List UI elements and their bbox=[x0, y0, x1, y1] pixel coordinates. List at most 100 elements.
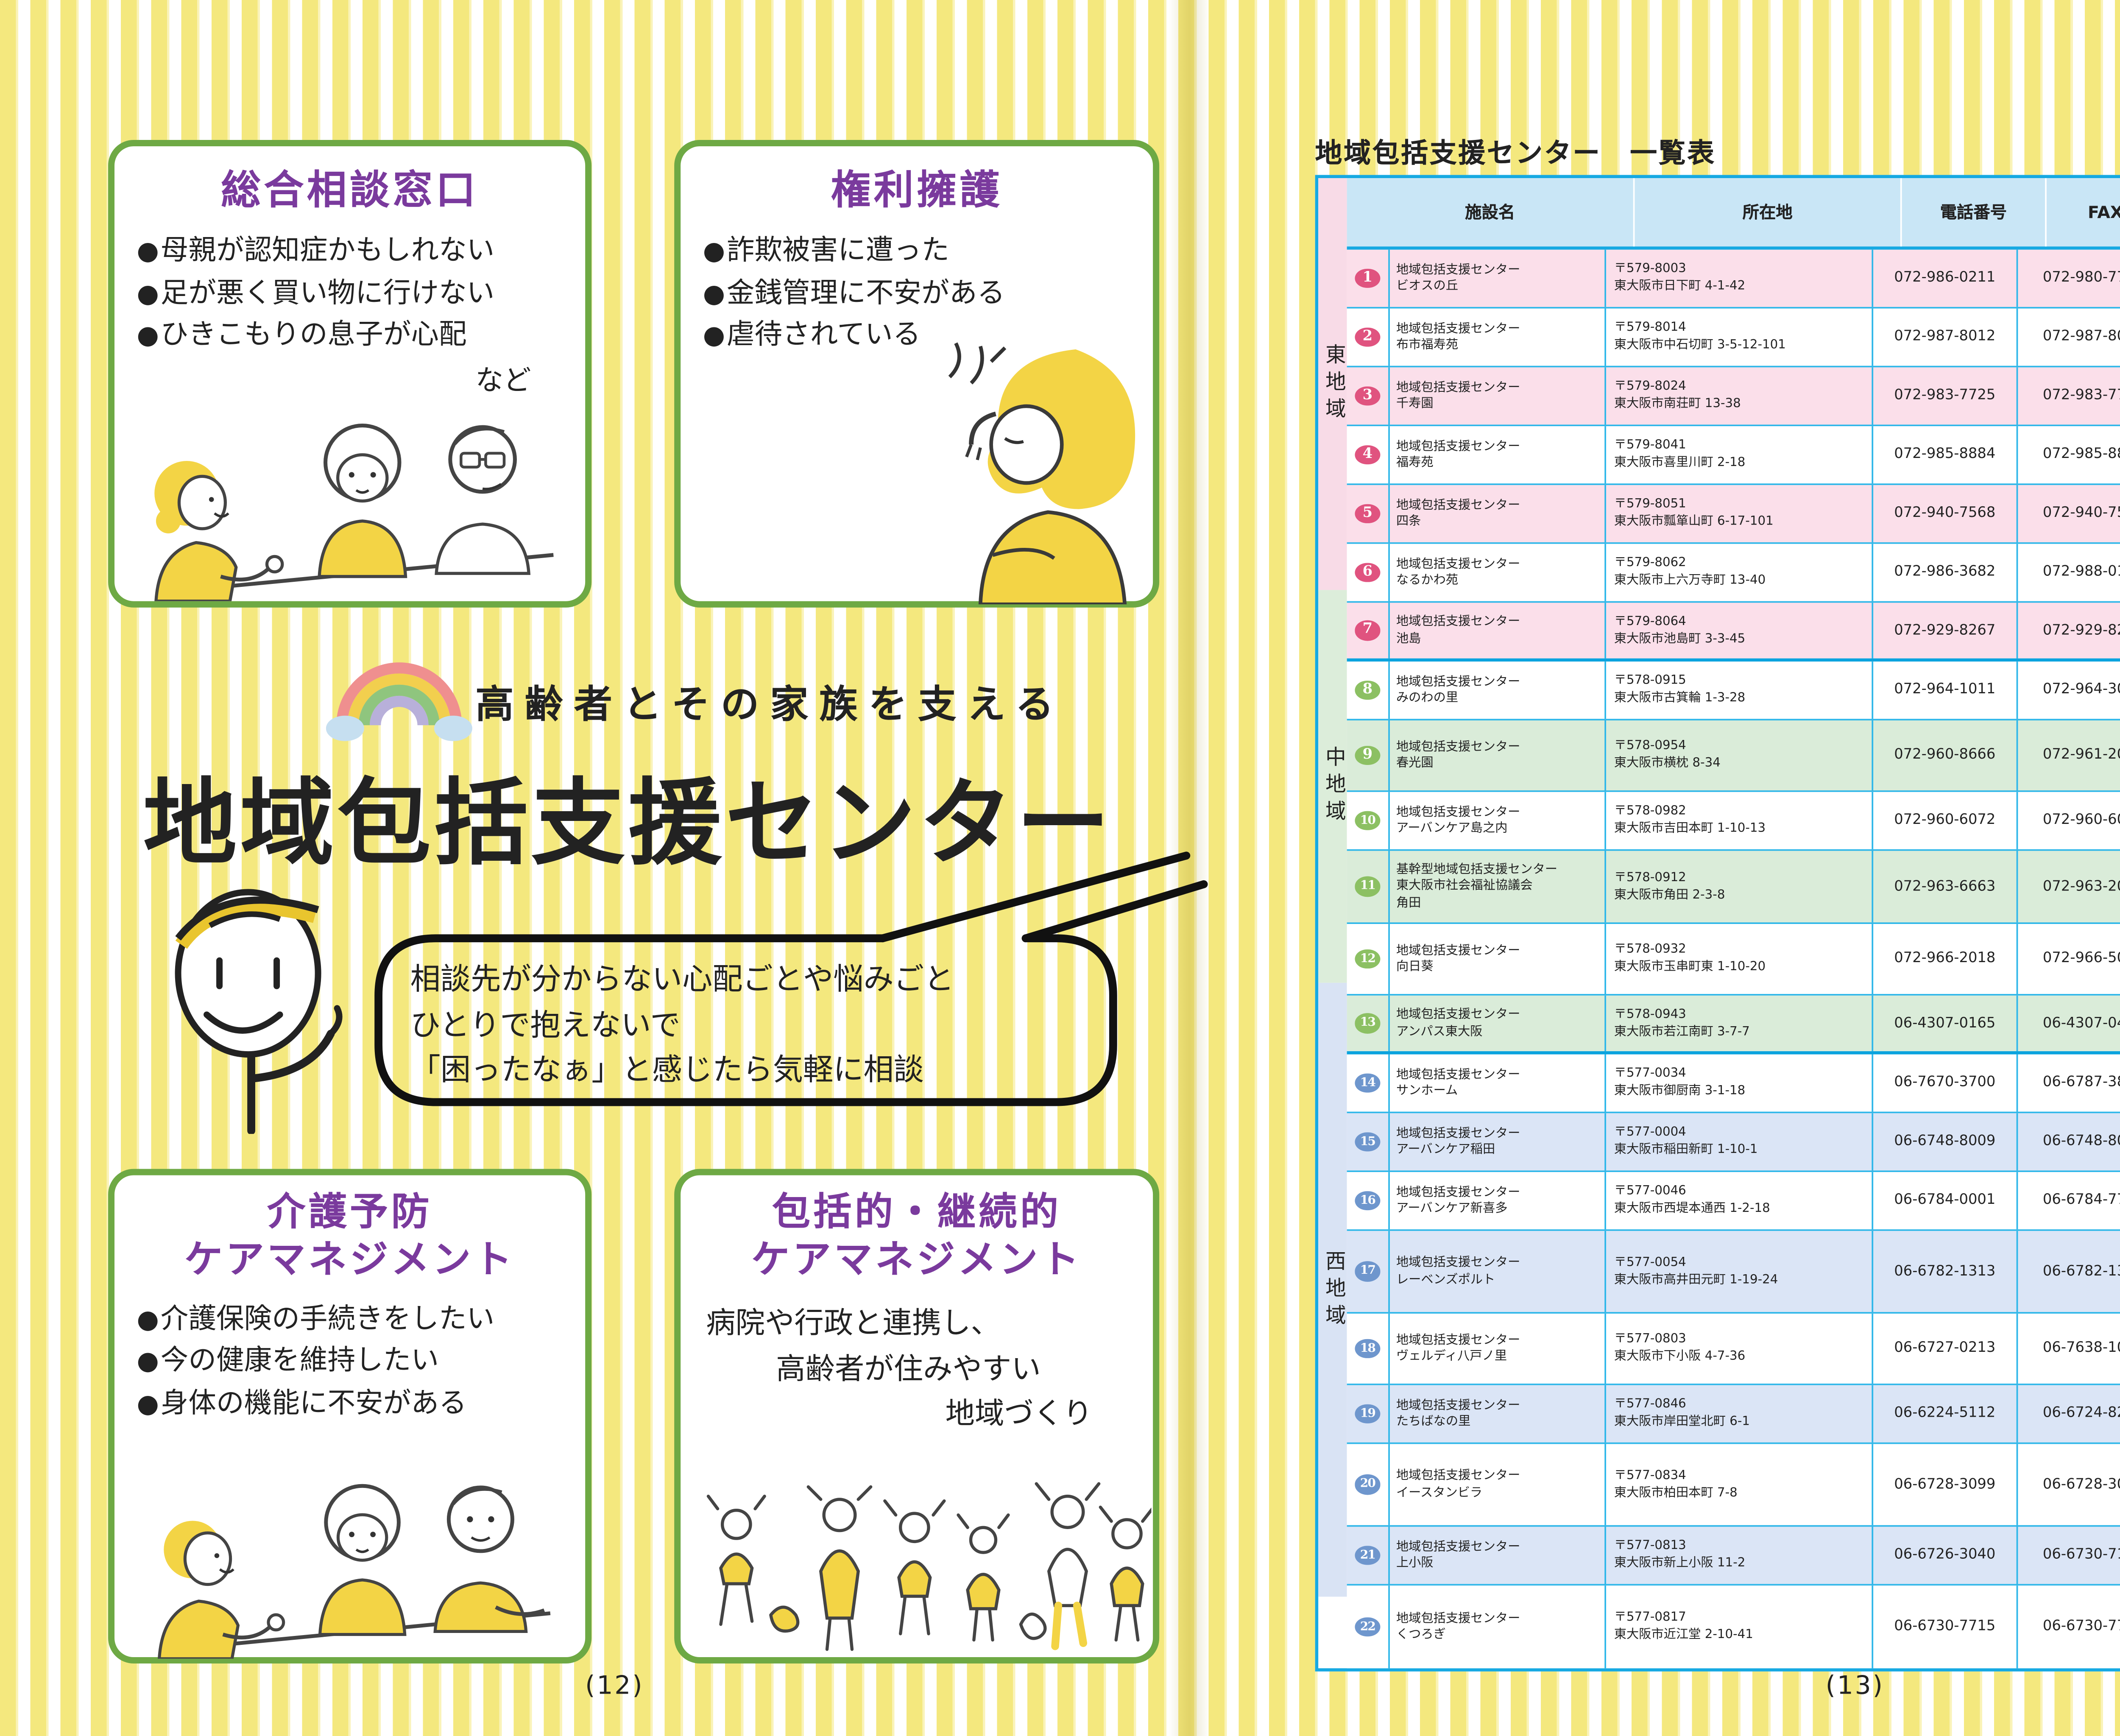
row-number-badge: 22 bbox=[1355, 1617, 1381, 1637]
text-line: 「困ったなぁ」と感じたら気軽に相談 bbox=[410, 1052, 924, 1088]
row-number-badge: 9 bbox=[1355, 745, 1381, 765]
list-item: ● 金銭管理に不安がある bbox=[703, 273, 1134, 314]
table-row-5: 5 地域包括支援センター 四条 〒579-8051 東大阪市瓢箪山町 6-17-101 0… bbox=[1347, 485, 2120, 544]
facility-fax: 072-966-5015 bbox=[2016, 924, 2120, 994]
facility-tel: 072-986-0211 bbox=[1872, 249, 2016, 307]
table-row-9: 9 地域包括支援センター 春光園 〒578-0954 東大阪市横枕 8-34 072-96… bbox=[1347, 720, 2120, 792]
facility-name: 地域包括支援センター 千寿園 bbox=[1388, 367, 1604, 425]
facility-address: 〒579-8051 東大阪市瓢箪山町 6-17-101 bbox=[1604, 485, 1872, 542]
box-general-consultation: 総合相談窓口 ● 母親が認知症かもしれない ● 足が悪く買い物に行けない ● ひきこもりの… bbox=[108, 140, 592, 608]
row-number-badge: 15 bbox=[1355, 1132, 1381, 1152]
region-group-column: 東地域 中地域 西地域 bbox=[1318, 178, 1347, 1668]
facility-address: 〒579-8062 東大阪市上六万寺町 13-40 bbox=[1604, 544, 1872, 601]
main-title: 地域包括支援センター bbox=[143, 768, 1113, 878]
facility-tel: 072-966-2018 bbox=[1872, 924, 2016, 994]
facility-address: 〒578-0943 東大阪市若江南町 3-7-7 bbox=[1604, 995, 1872, 1052]
facility-fax: 072-961-2050 bbox=[2016, 720, 2120, 790]
table-row-4: 4 地域包括支援センター 福寿苑 〒579-8041 東大阪市喜里川町 2-18 072-… bbox=[1347, 426, 2120, 485]
worried-person-illustration bbox=[948, 342, 1135, 605]
list-item-text: 詐欺被害に遭った bbox=[726, 236, 949, 268]
facility-tel: 072-964-1011 bbox=[1872, 661, 2016, 719]
region-group-label: 中地域 bbox=[1318, 590, 1347, 983]
text-line: ケアマネジメント bbox=[184, 1237, 516, 1282]
row-number-badge: 5 bbox=[1355, 503, 1381, 524]
bullet-icon: ● bbox=[703, 277, 725, 308]
facility-fax: 072-983-7701 bbox=[2016, 367, 2120, 425]
consultation-illustration bbox=[154, 423, 554, 601]
row-number-badge: 20 bbox=[1355, 1474, 1381, 1495]
facility-fax: 06-4307-0444 bbox=[2016, 995, 2120, 1052]
facility-address: 〒578-0915 東大阪市古箕輪 1-3-28 bbox=[1604, 661, 1872, 719]
facility-address: 〒578-0932 東大阪市玉串町東 1-10-20 bbox=[1604, 924, 1872, 994]
table-row-16: 16 地域包括支援センター アーバンケア新喜多 〒577-0046 東大阪市西堤本通西 … bbox=[1347, 1172, 2120, 1231]
facility-name: 地域包括支援センター 福寿苑 bbox=[1388, 426, 1604, 484]
facility-name: 地域包括支援センター なるかわ苑 bbox=[1388, 544, 1604, 601]
list-item-text: ひきこもりの息子が心配 bbox=[160, 319, 467, 351]
bullet-list: ● 母親が認知症かもしれない ● 足が悪く買い物に行けない ● ひきこもりの息子が心配 bbox=[137, 231, 566, 356]
text-line: 高齢者が住みやすい bbox=[776, 1353, 1041, 1387]
facility-address: 〒579-8003 東大阪市日下町 4-1-42 bbox=[1604, 249, 1872, 307]
list-item: ● 詐欺被害に遭った bbox=[703, 231, 1134, 273]
table-row-7: 7 地域包括支援センター 池島 〒579-8064 東大阪市池島町 3-3-45 072-… bbox=[1347, 603, 2120, 662]
facility-name: 地域包括支援センター 四条 bbox=[1388, 485, 1604, 542]
table-row-15: 15 地域包括支援センター アーバンケア稲田 〒577-0004 東大阪市稲田新町 1-… bbox=[1347, 1113, 2120, 1172]
facility-fax: 072-964-3060 bbox=[2016, 661, 2120, 719]
bullet-list: ● 介護保険の手続きをしたい ● 今の健康を維持したい ● 身体の機能に不安がある bbox=[137, 1299, 566, 1424]
list-item-text: 足が悪く買い物に行けない bbox=[160, 277, 495, 310]
facility-tel: 072-960-6072 bbox=[1872, 792, 2016, 849]
page-number-left: (12) bbox=[585, 1670, 644, 1700]
table-row-1: 1 地域包括支援センター ビオスの丘 〒579-8003 東大阪市日下町 4-1-42 0… bbox=[1347, 249, 2120, 309]
facility-fax: 072-940-7578 bbox=[2016, 485, 2120, 542]
header-tel: 電話番号 bbox=[1900, 178, 2045, 247]
bullet-icon: ● bbox=[137, 319, 159, 350]
facility-address: 〒579-8064 東大阪市池島町 3-3-45 bbox=[1604, 603, 1872, 659]
table-row-21: 21 地域包括支援センター 上小阪 〒577-0813 東大阪市新上小阪 11-2 06-… bbox=[1347, 1527, 2120, 1586]
facility-name: 地域包括支援センター 池島 bbox=[1388, 603, 1604, 659]
row-number-badge: 21 bbox=[1355, 1545, 1381, 1566]
list-item-text: 母親が認知症かもしれない bbox=[160, 236, 495, 268]
guide-character-illustration bbox=[175, 889, 343, 1134]
facility-address: 〒577-0034 東大阪市御厨南 3-1-18 bbox=[1604, 1054, 1872, 1112]
row-number-badge: 1 bbox=[1355, 268, 1381, 288]
table-row-12: 12 地域包括支援センター 向日葵 〒578-0932 東大阪市玉串町東 1-10-20… bbox=[1347, 924, 2120, 996]
bullet-icon: ● bbox=[137, 277, 159, 308]
facility-fax: 072-988-0134 bbox=[2016, 544, 2120, 601]
facility-fax: 072-987-8014 bbox=[2016, 308, 2120, 366]
bullet-icon: ● bbox=[703, 236, 725, 266]
row-number-badge: 3 bbox=[1355, 386, 1381, 406]
bullet-icon: ● bbox=[137, 1345, 159, 1376]
row-number-badge: 19 bbox=[1355, 1404, 1381, 1424]
bullet-icon: ● bbox=[137, 1387, 159, 1418]
facility-fax: 06-7638-1024 bbox=[2016, 1313, 2120, 1384]
region-group-label-text: 西地域 bbox=[1320, 1249, 1345, 1331]
table-row-2: 2 地域包括支援センター 布市福寿苑 〒579-8014 東大阪市中石切町 3-5-12… bbox=[1347, 308, 2120, 368]
table-row-19: 19 地域包括支援センター たちばなの里 〒577-0846 東大阪市岸田堂北町 6-1… bbox=[1347, 1385, 2120, 1444]
table-row-6: 6 地域包括支援センター なるかわ苑 〒579-8062 東大阪市上六万寺町 13-40… bbox=[1347, 544, 2120, 603]
facility-address: 〒577-0813 東大阪市新上小阪 11-2 bbox=[1604, 1527, 1872, 1584]
jumping-people-illustration bbox=[706, 1482, 1152, 1651]
facility-fax: 06-6728-3092 bbox=[2016, 1444, 2120, 1525]
list-item-text: 身体の機能に不安がある bbox=[160, 1387, 467, 1420]
header-facility: 施設名 bbox=[1465, 204, 1515, 223]
box-comprehensive-care: 包括的・継続的 ケアマネジメント 病院や行政と連携し、 高齢者が住みやすい 地域づくり bbox=[674, 1169, 1160, 1664]
list-item-text: 虐待されている bbox=[726, 319, 921, 351]
box-prevention-care: 介護予防 ケアマネジメント ● 介護保険の手続きをしたい ● 今の健康を維持したい ● 身体… bbox=[108, 1169, 592, 1664]
list-item: ● 虐待されている bbox=[703, 315, 1134, 356]
text-line: 病院や行政と連携し、 bbox=[706, 1307, 1001, 1341]
bullet-icon: ● bbox=[137, 1304, 159, 1334]
table-row-17: 17 地域包括支援センター レーベンズポルト 〒577-0054 東大阪市高井田元町 1… bbox=[1347, 1231, 2120, 1314]
facility-name: 地域包括支援センター くつろぎ bbox=[1388, 1585, 1604, 1669]
facility-address: 〒577-0046 東大阪市西堤本通西 1-2-18 bbox=[1604, 1172, 1872, 1230]
facility-name: 地域包括支援センター サンホーム bbox=[1388, 1054, 1604, 1112]
facility-fax: 072-980-7759 bbox=[2016, 249, 2120, 307]
box-text: 病院や行政と連携し、 高齢者が住みやすい 地域づくり bbox=[706, 1303, 1130, 1440]
facility-tel: 06-6224-5112 bbox=[1872, 1385, 2016, 1443]
header-address: 所在地 bbox=[1633, 178, 1900, 247]
row-number-badge: 16 bbox=[1355, 1191, 1381, 1211]
facility-fax: 072-985-8885 bbox=[2016, 426, 2120, 484]
page-number-right: (13) bbox=[1825, 1670, 1884, 1700]
facility-name: 地域包括支援センター 向日葵 bbox=[1388, 924, 1604, 994]
facility-fax: 06-6724-8232 bbox=[2016, 1385, 2120, 1443]
table-row-11: 11 基幹型地域包括支援センター 東大阪市社会福祉協議会 角田 〒578-0912 東大阪… bbox=[1347, 851, 2120, 924]
